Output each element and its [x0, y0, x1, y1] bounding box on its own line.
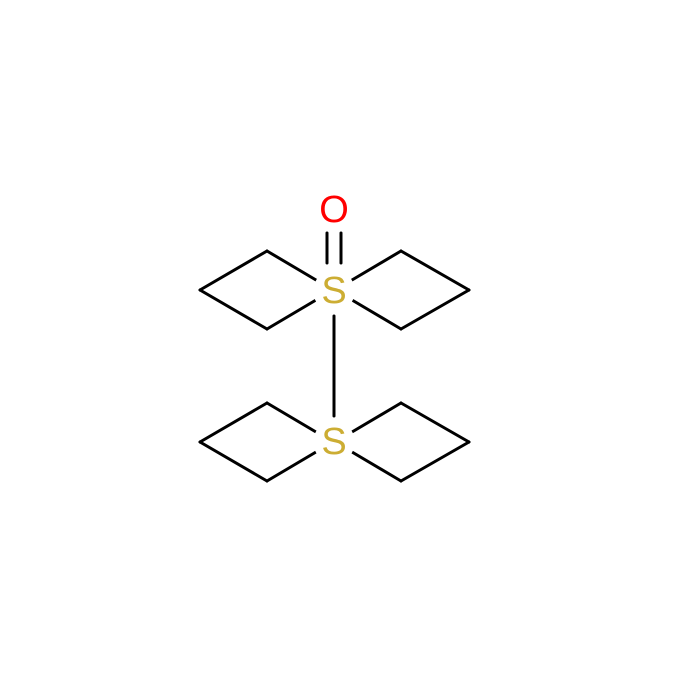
atom-label-s: S — [321, 421, 346, 463]
canvas-background — [0, 0, 700, 700]
atom-label-s: S — [321, 270, 346, 312]
atom-label-o: O — [319, 189, 349, 231]
molecule-diagram: OSS — [0, 0, 700, 700]
